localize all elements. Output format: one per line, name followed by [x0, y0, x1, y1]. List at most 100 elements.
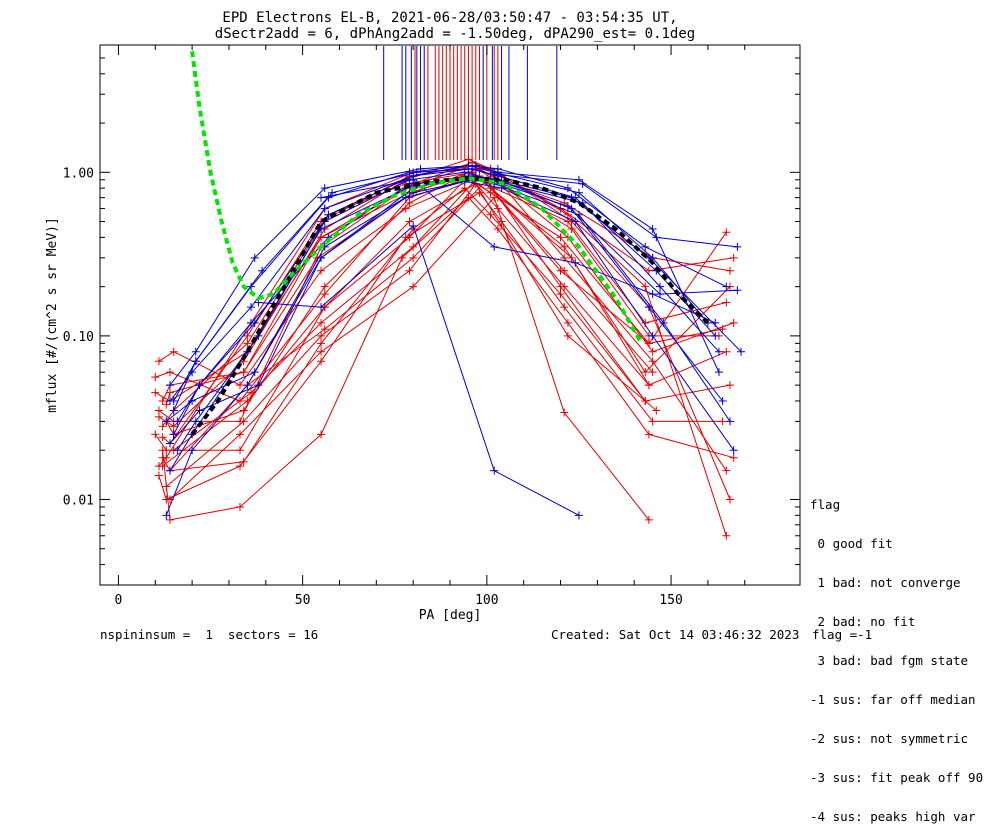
legend-item: -3 sus: fit peak off 90: [810, 770, 984, 785]
red-data-point: [644, 430, 653, 439]
red-data-point: [648, 417, 657, 426]
red-data-point: [486, 188, 495, 197]
blue-data-point: [317, 193, 326, 202]
legend-item: 1 bad: not converge: [810, 575, 961, 590]
blue-data-point: [169, 430, 178, 439]
red-data-point: [560, 303, 569, 312]
blue-data-point: [714, 368, 723, 377]
blue-data-point: [320, 184, 329, 193]
red-data-point: [641, 368, 650, 377]
red-data-point: [158, 396, 167, 405]
red-data-point: [236, 502, 244, 511]
red-data-point: [726, 266, 734, 275]
blue-data-point: [162, 417, 171, 426]
y-tick-label: 1.00: [63, 166, 94, 181]
red-data-point: [320, 325, 329, 334]
x-tick-label: 100: [475, 593, 498, 608]
red-data-point: [162, 482, 171, 491]
red-data-point: [239, 417, 248, 426]
blue-data-point: [191, 357, 200, 366]
blue-data-point: [648, 225, 657, 234]
red-data-point: [722, 298, 731, 307]
red-data-point: [236, 430, 244, 439]
blue-data-point: [254, 381, 263, 390]
red-series-line: [162, 196, 734, 521]
red-data-point: [648, 357, 657, 366]
blue-data-point: [563, 202, 572, 211]
red-data-point: [726, 381, 734, 390]
red-data-point: [158, 446, 167, 455]
red-series-line: [165, 175, 723, 405]
red-data-point: [644, 266, 653, 275]
red-series: [151, 158, 734, 504]
red-data-point: [236, 462, 244, 471]
red-data-point: [405, 198, 414, 207]
red-data-point: [169, 347, 178, 356]
blue-data-point: [493, 168, 502, 177]
blue-series-line: [173, 164, 727, 411]
red-data-point: [239, 406, 248, 415]
legend-item: -4 sus: peaks high var: [810, 809, 976, 824]
red-data-point: [158, 462, 167, 471]
red-data-point: [243, 396, 252, 405]
red-data-point: [563, 331, 572, 340]
blue-series-line: [321, 179, 716, 324]
red-data-point: [317, 357, 326, 366]
green-fit-curve: [190, 50, 644, 345]
axes-layer: 0 50 100 150 0.01 0.10 1.00: [63, 44, 800, 608]
x-tick-label: 0: [115, 593, 123, 608]
blue-data-point: [320, 204, 329, 213]
footer-created: Created: Sat Oct 14 03:46:32 2023: [551, 627, 800, 642]
blue-data-point: [317, 303, 326, 312]
blue-data-point: [711, 331, 720, 340]
blue-data-point: [648, 290, 657, 299]
red-data-point: [409, 253, 418, 262]
red-data-point: [317, 266, 326, 275]
blue-data-point: [497, 184, 506, 193]
blue-data-point: [191, 417, 200, 426]
red-data-point: [486, 210, 495, 219]
red-data-point: [556, 282, 565, 291]
legend-item: -2 sus: not symmetric: [810, 731, 969, 746]
red-data-point: [320, 282, 329, 291]
red-data-point: [162, 453, 171, 462]
x-tick-label: 50: [295, 593, 311, 608]
red-data-point: [652, 406, 661, 415]
blue-data-point: [247, 318, 256, 327]
y-tick-label: 0.10: [63, 330, 94, 345]
red-data-point: [401, 204, 410, 213]
blue-data-point: [656, 290, 664, 299]
red-data-point: [567, 253, 576, 262]
legend-item: -1 sus: far off median: [810, 692, 976, 707]
red-data-point: [563, 318, 572, 327]
blue-data-point: [711, 318, 720, 327]
blue-data-point: [486, 169, 495, 178]
red-data-point: [154, 357, 163, 366]
blue-series: [166, 161, 723, 390]
blue-series-line: [173, 168, 738, 402]
blue-series: [254, 221, 583, 520]
blue-data-point: [195, 406, 204, 415]
red-series-line: [162, 164, 734, 445]
red-data-point: [154, 471, 163, 480]
red-data-point: [556, 290, 565, 299]
blue-data-point: [401, 193, 410, 202]
red-data-point: [722, 228, 731, 237]
red-series: [151, 171, 734, 405]
vertical-marker-lines: [383, 46, 558, 160]
flag-legend: flag 0 good fit 1 bad: not converge 2 ba…: [810, 472, 983, 836]
legend-item: 3 bad: bad fgm state: [810, 653, 969, 668]
y-axis-label: mflux [#/(cm^2 s sr MeV)]: [45, 217, 60, 413]
blue-data-point: [173, 446, 182, 455]
red-data-point: [409, 282, 418, 291]
blue-data-point: [656, 282, 664, 291]
blue-series-line: [173, 168, 716, 435]
blue-data-point: [726, 417, 734, 426]
blue-data-point: [166, 381, 174, 390]
blue-data-point: [243, 381, 252, 390]
blue-data-point: [166, 466, 174, 475]
red-data-point: [490, 193, 499, 202]
legend-item: 0 good fit: [810, 536, 893, 551]
blue-series: [169, 164, 742, 405]
red-data-point: [236, 446, 244, 455]
